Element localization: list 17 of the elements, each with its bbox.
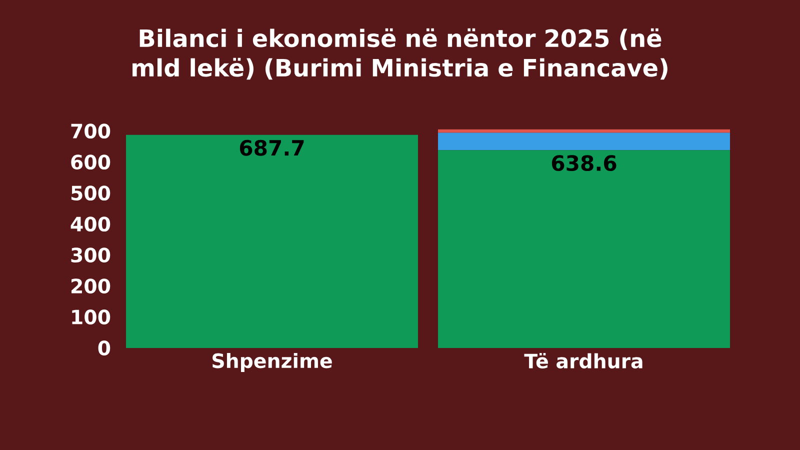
bar xyxy=(126,134,418,348)
data-label: 638.6 xyxy=(552,155,616,172)
x-tick-label: Të ardhura xyxy=(524,352,642,368)
y-tick-label: 300 xyxy=(71,248,110,262)
y-tick-label: 100 xyxy=(72,310,110,324)
bar xyxy=(438,129,730,133)
chart-title: Bilanci i ekonomisë në nëntor 2025 (në mld lekë) (Burimi Ministria e Financave) xyxy=(132,28,668,80)
y-tick-label: 500 xyxy=(71,186,110,201)
data-label: 687.7 xyxy=(240,140,304,156)
bar xyxy=(438,150,730,348)
y-tick-label: 200 xyxy=(72,278,110,294)
x-tick-label: Shpenzime xyxy=(212,352,332,372)
bar xyxy=(438,132,730,150)
y-tick-label: 700 xyxy=(71,124,110,139)
y-tick-label: 400 xyxy=(70,216,110,232)
y-tick-label: 600 xyxy=(71,154,110,170)
y-tick-label: 0 xyxy=(98,340,110,356)
